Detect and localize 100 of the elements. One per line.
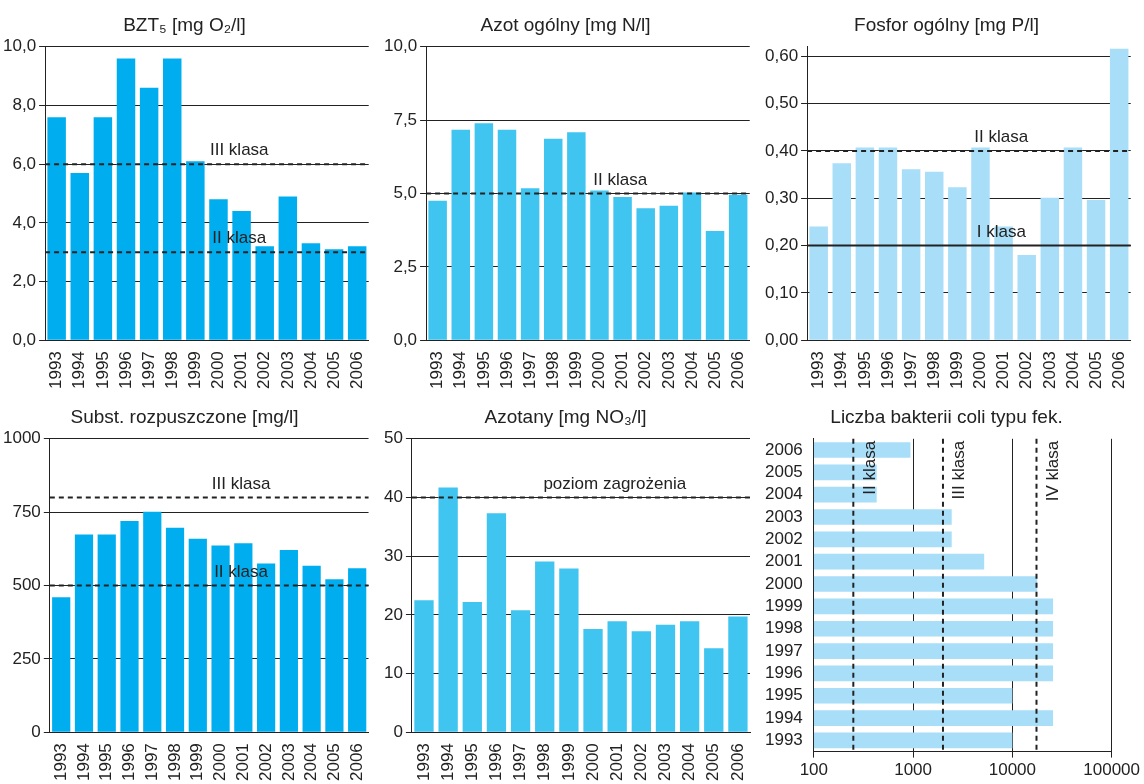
bar <box>324 249 344 340</box>
y-tick-label: 1000 <box>2 428 41 448</box>
bar <box>497 129 517 340</box>
bar <box>347 246 367 340</box>
x-tick-label: 100 <box>799 760 829 780</box>
ref-line-label: II klasa <box>974 127 1029 147</box>
bar <box>97 534 116 732</box>
chart-title: Subst. rozpuszczone [mg/l] <box>70 405 299 427</box>
bar <box>1063 147 1083 340</box>
bar <box>520 188 540 340</box>
y-tick-label: 50 <box>383 428 403 448</box>
bar <box>728 194 748 340</box>
x-tick-label: 1996 <box>877 351 897 390</box>
bar <box>120 520 139 732</box>
bar <box>613 197 632 340</box>
ref-line-label: III klasa <box>209 140 270 160</box>
bar <box>143 511 162 732</box>
bar <box>705 231 725 340</box>
x-tick-label: 1999 <box>187 743 207 782</box>
y-tick-label: 2000 <box>764 573 803 593</box>
y-tick-label: 0,20 <box>764 235 799 255</box>
y-tick-label: 30 <box>383 545 403 565</box>
x-tick-label: 2005 <box>704 351 724 390</box>
x-tick-label: 1994 <box>69 351 89 390</box>
chart-title: Fosfor ogólny [mg P/l] <box>854 13 1039 35</box>
x-tick-label: 100000 <box>1083 760 1140 780</box>
y-tick-label: 1998 <box>764 618 803 638</box>
y-tick-label: 5,0 <box>393 183 418 203</box>
ref-line-label: poziom zagrożenia <box>543 473 687 493</box>
bar <box>165 527 185 732</box>
bar <box>1086 200 1106 340</box>
y-tick-label: 2,0 <box>12 271 37 291</box>
x-tick-label: 1999 <box>947 351 967 390</box>
x-tick-label: 2004 <box>300 351 320 390</box>
bar <box>590 190 609 340</box>
bar <box>211 545 230 732</box>
x-tick-label: 2003 <box>277 351 297 390</box>
x-tick-label: 2006 <box>346 743 366 782</box>
x-tick-label: 1993 <box>50 743 70 782</box>
x-tick-label: 2004 <box>679 743 699 782</box>
y-tick-label: 1996 <box>764 663 803 683</box>
y-tick-label: 2006 <box>764 439 803 459</box>
bar <box>1017 255 1036 340</box>
x-tick-label: 1997 <box>510 743 530 782</box>
bar <box>607 621 627 732</box>
y-tick-label: 0,10 <box>764 282 799 302</box>
y-tick-label: 2004 <box>764 484 803 504</box>
bar <box>809 226 828 340</box>
bar <box>567 132 586 340</box>
x-tick-label: 1999 <box>566 351 586 390</box>
x-tick-label: 1995 <box>96 743 116 782</box>
bar <box>438 487 458 732</box>
bar <box>139 87 159 340</box>
x-tick-label: 2005 <box>1085 351 1105 390</box>
x-tick-label: 1995 <box>854 351 874 390</box>
bar <box>188 538 207 732</box>
x-tick-label: 2000 <box>970 351 990 390</box>
bar <box>704 648 724 732</box>
bar <box>278 196 298 340</box>
x-tick-label: 1996 <box>119 743 139 782</box>
bar <box>162 58 182 340</box>
y-tick-label: 1993 <box>764 730 803 750</box>
bar <box>74 534 94 732</box>
bar <box>486 513 507 732</box>
y-tick-label: 10,0 <box>383 36 418 56</box>
bar <box>52 597 71 732</box>
bar <box>631 631 651 732</box>
y-tick-label: 1999 <box>764 596 803 616</box>
x-tick-label: 2005 <box>323 351 343 390</box>
y-tick-label: 0 <box>31 721 41 741</box>
x-tick-label: 1997 <box>900 351 920 390</box>
x-tick-label: 1994 <box>450 351 470 390</box>
x-tick-label: 1996 <box>496 351 516 390</box>
x-tick-label: 1998 <box>534 743 554 782</box>
y-tick-label: 8,0 <box>12 95 37 115</box>
chart-title: BZT₅ [mg O₂/l] <box>123 13 246 35</box>
y-tick-label: 2003 <box>764 506 803 526</box>
x-tick-label: 2000 <box>589 351 609 390</box>
x-tick-label: 1996 <box>486 743 506 782</box>
chart-title: Liczba bakterii coli typu fek. <box>830 405 1063 427</box>
x-tick-label: 1994 <box>437 743 457 782</box>
x-tick-label: 2001 <box>233 743 253 782</box>
ref-line-label: II klasa <box>593 169 648 189</box>
y-tick-label: 2002 <box>764 529 803 549</box>
bar <box>1040 197 1060 340</box>
y-tick-label: 0,00 <box>764 329 799 349</box>
x-tick-label: 1999 <box>185 351 205 390</box>
x-tick-label: 2002 <box>255 743 275 782</box>
bar <box>255 246 274 340</box>
x-tick-label: 1997 <box>141 743 161 782</box>
x-tick-label: 2006 <box>727 351 747 390</box>
y-tick-label: 250 <box>12 648 41 668</box>
x-tick-label: 2005 <box>703 743 723 782</box>
x-tick-label: 2003 <box>1039 351 1059 390</box>
bar <box>679 621 700 732</box>
bar <box>659 205 679 340</box>
x-tick-label: 2001 <box>606 743 626 782</box>
y-tick-label: 500 <box>12 575 41 595</box>
x-tick-label: 2001 <box>231 351 251 390</box>
y-tick-label: 10,0 <box>2 36 37 56</box>
